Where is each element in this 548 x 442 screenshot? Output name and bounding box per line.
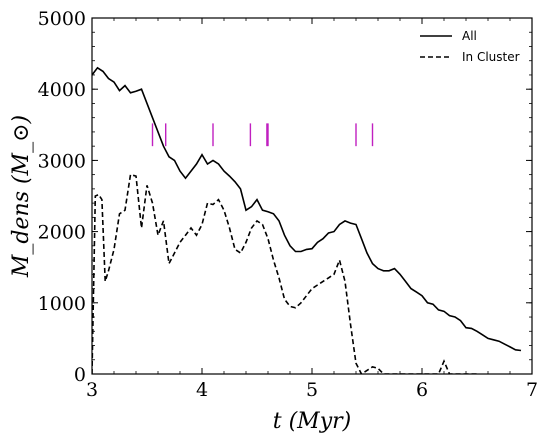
plot-frame [91,17,533,375]
y-tick-label: 5000 [38,8,86,30]
y-tick-label: 2000 [38,222,86,244]
y-tick-label: 0 [74,364,86,386]
legend: All In Cluster [420,29,520,64]
y-tick-label: 4000 [38,79,86,101]
plot-area [92,66,522,374]
x-axis-label: t (Myr) [273,409,351,434]
y-axis-label: M_dens (M_⊙) [9,115,34,278]
series-line-in-cluster [92,173,477,374]
x-tick-label: 5 [306,379,318,401]
x-tick-label: 6 [416,379,428,401]
x-tick-label: 4 [196,379,208,401]
y-tick-label: 1000 [38,293,86,315]
legend-label: In Cluster [462,50,520,64]
series-line-all [92,66,522,352]
legend-label: All [462,29,477,43]
x-tick-label: 7 [526,379,538,401]
x-tick-label: 3 [86,379,98,401]
axes: 3 4 5 6 7 0 1000 2000 3000 4000 5000 t (Myr) M_dens … [9,8,538,434]
y-tick-label: 3000 [38,150,86,172]
